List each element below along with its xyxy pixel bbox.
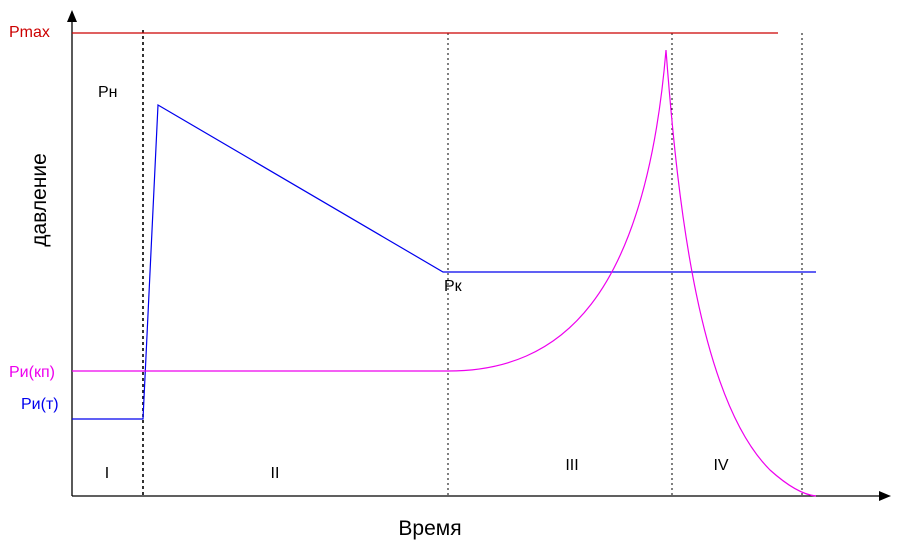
pi-kp-label: Pи(кп) xyxy=(9,364,55,381)
pk-label: Pк xyxy=(444,278,463,295)
stage-label-2: II xyxy=(271,465,280,482)
stage-label-1: I xyxy=(105,465,109,482)
stage-label-3: III xyxy=(565,457,578,474)
pmax-label: Pmax xyxy=(9,24,50,41)
pi-t-label: Pи(т) xyxy=(21,396,59,413)
pressure-line xyxy=(72,103,816,420)
x-axis-title: Время xyxy=(398,517,461,540)
x-axis-arrow xyxy=(879,491,891,501)
y-axis-arrow xyxy=(67,10,77,22)
pn-label: Pн xyxy=(98,84,118,101)
y-axis-title: давление xyxy=(28,153,51,247)
pi-curve xyxy=(72,49,817,497)
axes xyxy=(67,10,891,501)
stage-dividers xyxy=(142,30,803,496)
stage-label-4: IV xyxy=(713,457,728,474)
